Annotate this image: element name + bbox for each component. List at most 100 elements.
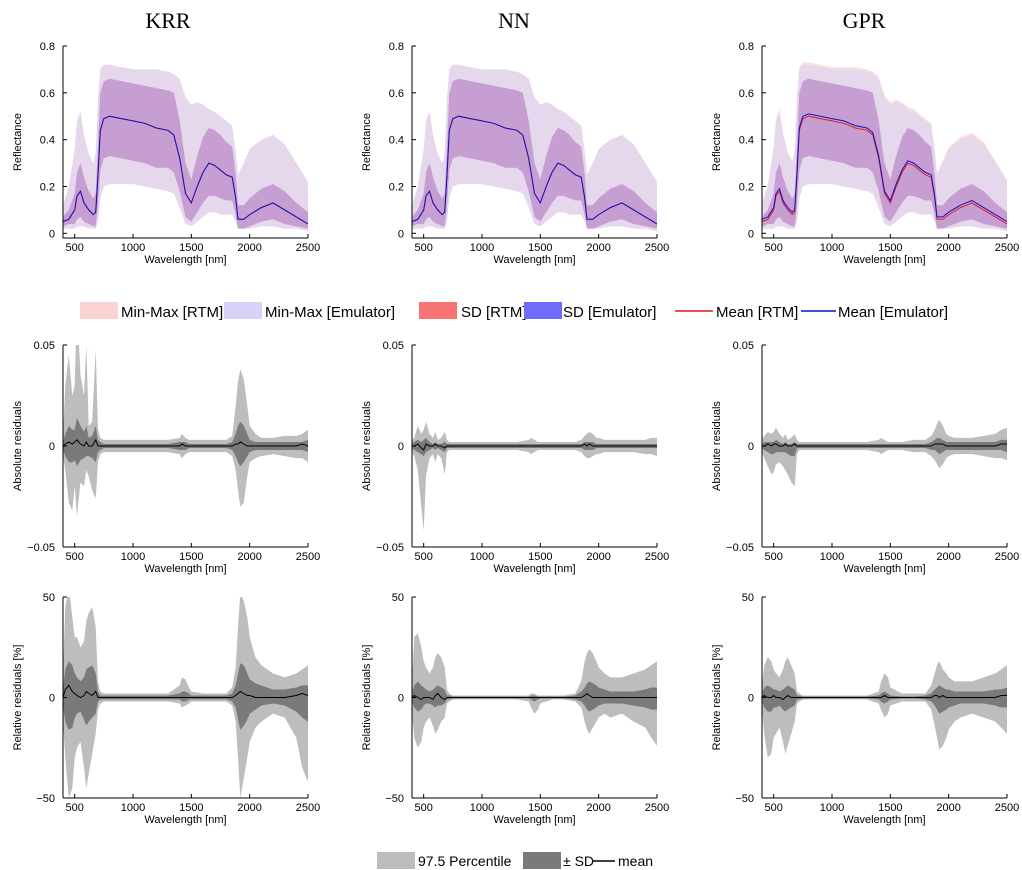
- x-tick-label: 1000: [820, 551, 844, 563]
- plot-area: [762, 657, 1007, 758]
- x-tick-label: 1000: [820, 802, 844, 814]
- x-tick-label: 1000: [470, 551, 494, 563]
- sd-rtm-band: [762, 78, 1007, 229]
- percentile-band: [412, 633, 657, 748]
- x-tick-label: 1500: [878, 242, 902, 254]
- y-tick-label: 0.4: [40, 135, 55, 147]
- legend-label-mean-rtm: Mean [RTM]: [716, 304, 798, 321]
- y-tick-label: 0: [49, 441, 55, 453]
- y-tick-label: −50: [735, 793, 754, 805]
- panel-0-1: 0 0.2 0.4 0.6 0.8 500 1000 1500 2000 2500 Waveleng…: [361, 41, 669, 266]
- plot-area: [412, 633, 657, 748]
- mean-line: [63, 438, 308, 447]
- y-tick-label: 0.05: [383, 340, 404, 352]
- y-axis-label: Relative residuals [%]: [12, 645, 24, 751]
- x-tick-label: 500: [764, 242, 782, 254]
- y-tick-label: 0.2: [40, 181, 55, 193]
- x-tick-label: 2500: [645, 551, 669, 563]
- sd-band: [412, 437, 657, 457]
- legend-label-percentile: 97.5 Percentile: [418, 853, 512, 869]
- legend-swatch-sd-rtm: [419, 302, 457, 319]
- x-tick-label: 500: [764, 551, 782, 563]
- sd-rtm-band: [63, 78, 308, 229]
- mean-emulator-line: [412, 115, 657, 225]
- x-tick-label: 2000: [936, 551, 960, 563]
- plot-area: [762, 419, 1007, 487]
- legend-label-minmax-rtm: Min-Max [RTM]: [121, 304, 223, 321]
- y-tick-label: 0.2: [389, 181, 404, 193]
- panel-1-0: −0.05 0 0.05 500 1000 1500 2000 2500 Wavelength …: [12, 340, 320, 575]
- mean-line: [412, 443, 657, 451]
- sd-emulator-band: [63, 78, 308, 229]
- sd-emulator-band: [762, 78, 1007, 229]
- y-axis-label: Reflectance: [12, 113, 24, 171]
- y-tick-label: −0.05: [376, 542, 404, 554]
- x-tick-label: 2000: [936, 802, 960, 814]
- legend-label-sd-rtm: SD [RTM]: [461, 304, 527, 321]
- x-axis-label: Wavelength [nm]: [493, 814, 575, 826]
- column-title-nn: NN: [498, 8, 530, 33]
- x-tick-label: 2500: [995, 802, 1019, 814]
- x-tick-label: 1000: [470, 802, 494, 814]
- y-tick-label: 50: [392, 592, 404, 604]
- x-tick-label: 2000: [586, 551, 610, 563]
- y-axis-label: Relative residuals [%]: [361, 645, 373, 751]
- x-tick-label: 1000: [470, 242, 494, 254]
- x-tick-label: 2500: [296, 242, 320, 254]
- panel-2-1: −50 0 50 500 1000 1500 2000 2500 Wavelength [nm]…: [361, 592, 669, 826]
- mean-emulator-line: [762, 113, 1007, 223]
- x-tick-label: 500: [764, 802, 782, 814]
- legend-swatch-minmax-rtm: [80, 302, 118, 319]
- x-axis-label: Wavelength [nm]: [843, 254, 925, 266]
- x-tick-label: 2000: [586, 242, 610, 254]
- x-tick-label: 1000: [121, 802, 145, 814]
- y-tick-label: 0.6: [389, 88, 404, 100]
- minmax-emulator-band: [762, 64, 1007, 231]
- y-tick-label: 0.4: [739, 135, 754, 147]
- y-tick-label: −0.05: [726, 542, 754, 554]
- sd-band: [63, 417, 308, 467]
- y-axis-label: Relative residuals [%]: [711, 645, 723, 751]
- sd-band: [762, 437, 1007, 457]
- x-tick-label: 2000: [586, 802, 610, 814]
- legend-label-mean-emulator: Mean [Emulator]: [838, 304, 948, 321]
- y-tick-label: 0.4: [389, 135, 404, 147]
- y-tick-label: 0.05: [34, 340, 55, 352]
- x-axis-label: Wavelength [nm]: [144, 814, 226, 826]
- sd-band: [762, 685, 1007, 714]
- minmax-emulator-band: [63, 64, 308, 231]
- plot-area: [63, 64, 308, 231]
- y-tick-label: 0.8: [389, 41, 404, 53]
- x-tick-label: 2500: [645, 242, 669, 254]
- y-tick-label: −50: [36, 793, 55, 805]
- percentile-band: [762, 657, 1007, 758]
- y-tick-label: 50: [43, 592, 55, 604]
- y-tick-label: 0.05: [733, 340, 754, 352]
- y-axis-label: Reflectance: [711, 113, 723, 171]
- plot-area: [412, 421, 657, 531]
- legend-bottom: 97.5 Percentile ± SD mean: [377, 852, 653, 869]
- y-axis-label: Absolute residuals: [12, 401, 24, 491]
- y-tick-label: 0: [398, 693, 404, 705]
- sd-rtm-band: [412, 78, 657, 229]
- legend-label-mean: mean: [618, 853, 653, 869]
- panel-1-1: −0.05 0 0.05 500 1000 1500 2000 2500 Wavelength …: [361, 340, 669, 575]
- legend-label-minmax-emulator: Min-Max [Emulator]: [265, 304, 395, 321]
- x-tick-label: 1500: [878, 802, 902, 814]
- x-tick-label: 2000: [237, 242, 261, 254]
- x-tick-label: 500: [414, 551, 432, 563]
- y-tick-label: 0.6: [40, 88, 55, 100]
- x-tick-label: 1500: [179, 242, 203, 254]
- legend-swatch-minmax-emulator: [224, 302, 262, 319]
- x-axis-label: Wavelength [nm]: [144, 563, 226, 575]
- x-tick-label: 500: [65, 242, 83, 254]
- x-tick-label: 2000: [237, 551, 261, 563]
- panel-2-2: −50 0 50 500 1000 1500 2000 2500 Wavelength [nm]…: [711, 592, 1019, 826]
- x-tick-label: 1000: [121, 551, 145, 563]
- column-title-gpr: GPR: [843, 8, 886, 33]
- percentile-band: [762, 419, 1007, 487]
- panel-2-0: −50 0 50 500 1000 1500 2000 2500 Wavelength [nm]…: [12, 592, 320, 826]
- x-tick-label: 1500: [878, 551, 902, 563]
